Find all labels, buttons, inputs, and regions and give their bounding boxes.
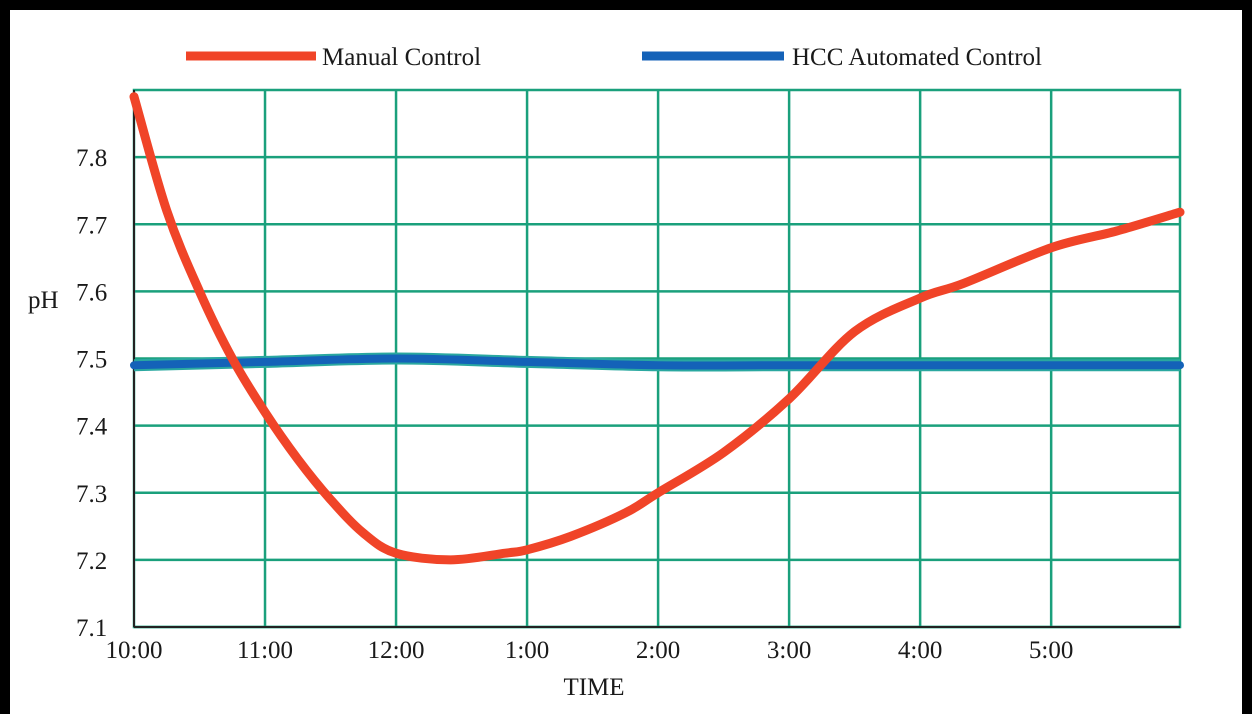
legend-label-hcc-automated-control: HCC Automated Control xyxy=(792,44,1042,71)
ph-time-chart: Manual Control HCC Automated Control 7.17… xyxy=(28,44,1185,701)
x-tick-label: 12:00 xyxy=(368,637,425,664)
y-tick-label: 7.4 xyxy=(76,414,108,441)
y-tick-label: 7.6 xyxy=(76,279,107,306)
x-tick-label: 5:00 xyxy=(1029,637,1073,664)
series-line-hcc-automated-control xyxy=(130,354,1184,370)
legend: Manual Control HCC Automated Control xyxy=(186,44,1042,71)
y-tick-label: 7.1 xyxy=(76,615,107,642)
chart-frame: Manual Control HCC Automated Control 7.1 7… xyxy=(10,10,1242,714)
x-tick-label: 10:00 xyxy=(106,637,163,664)
x-tick-label: 11:00 xyxy=(237,637,293,664)
series-line-manual-control xyxy=(129,92,1185,565)
series-group xyxy=(129,92,1185,565)
x-tick-label: 1:00 xyxy=(505,637,549,664)
x-tick-label: 4:00 xyxy=(898,637,942,664)
y-tick-label: 7.2 xyxy=(76,548,107,575)
y-tick-label: 7.7 xyxy=(76,212,107,239)
y-tick-label: 7.3 xyxy=(76,481,107,508)
x-tick-label: 2:00 xyxy=(636,637,680,664)
y-tick-label: 7.8 xyxy=(76,145,107,172)
x-axis-ticks: 10:00 11:00 12:00 1:00 2:00 3:00 4:00 5:00 xyxy=(106,637,1074,664)
y-axis-label: pH xyxy=(28,287,59,314)
y-axis-ticks: 7.1 7.2 7.3 7.4 7.5 7.6 7.7 7.8 xyxy=(76,145,108,642)
x-tick-label: 3:00 xyxy=(767,637,811,664)
x-axis-label: TIME xyxy=(563,674,624,701)
y-tick-label: 7.5 xyxy=(76,347,107,374)
legend-label-manual-control: Manual Control xyxy=(322,44,481,71)
